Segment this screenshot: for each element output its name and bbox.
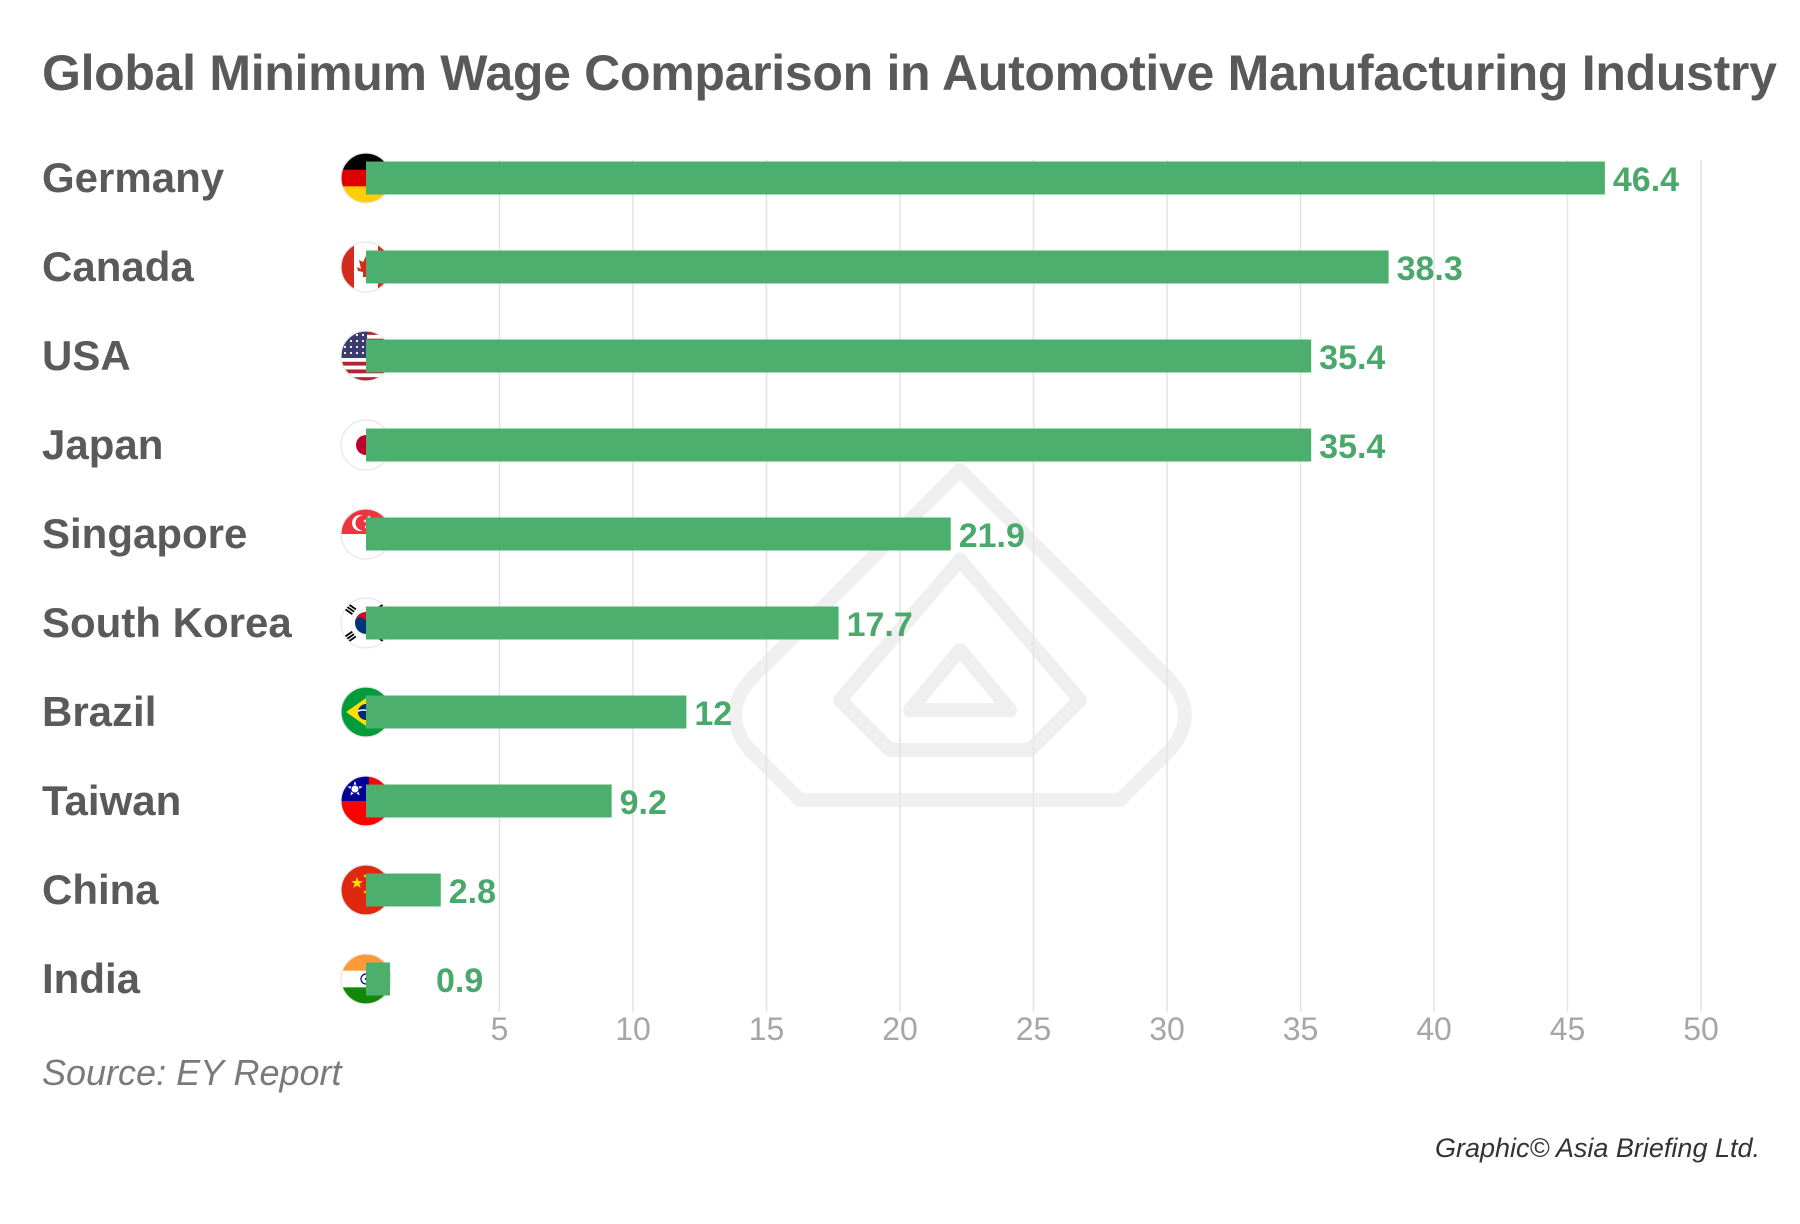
bar bbox=[366, 695, 687, 729]
x-tick-label: 35 bbox=[1283, 1011, 1319, 1047]
value-label: 35.4 bbox=[1319, 339, 1385, 377]
category-label: Japan bbox=[42, 421, 163, 468]
value-label: 12 bbox=[694, 695, 732, 733]
category-label: Taiwan bbox=[42, 777, 181, 824]
category-label: Singapore bbox=[42, 510, 247, 557]
category-label: South Korea bbox=[42, 599, 292, 646]
value-label: 46.4 bbox=[1613, 161, 1679, 199]
value-label: 9.2 bbox=[620, 784, 667, 822]
bar bbox=[366, 161, 1605, 195]
category-label: India bbox=[42, 955, 141, 1002]
bar bbox=[366, 428, 1312, 462]
bars bbox=[366, 161, 1605, 996]
x-tick-label: 30 bbox=[1149, 1011, 1185, 1047]
x-tick-label: 50 bbox=[1683, 1011, 1719, 1047]
value-label: 21.9 bbox=[959, 517, 1025, 555]
bar bbox=[366, 784, 612, 818]
value-label: 2.8 bbox=[449, 873, 496, 911]
bar bbox=[366, 250, 1389, 284]
bar bbox=[366, 873, 441, 907]
x-tick-label: 5 bbox=[491, 1011, 509, 1047]
value-label: 17.7 bbox=[847, 606, 913, 644]
labels: Germany 46.4 Canada 38.3 USA 35.4 Japan 35.4 Sin… bbox=[42, 154, 1679, 1002]
value-label: 0.9 bbox=[436, 962, 483, 1000]
category-label: Canada bbox=[42, 243, 194, 290]
category-label: Brazil bbox=[42, 688, 156, 735]
bar bbox=[366, 962, 391, 996]
x-tick-label: 40 bbox=[1416, 1011, 1452, 1047]
value-label: 38.3 bbox=[1397, 250, 1463, 288]
category-label: Germany bbox=[42, 154, 225, 201]
gridlines bbox=[498, 160, 1702, 1012]
x-tick-label: 45 bbox=[1550, 1011, 1586, 1047]
bar bbox=[366, 339, 1312, 373]
x-tick-label: 10 bbox=[615, 1011, 651, 1047]
graphic-credit: Graphic© Asia Briefing Ltd. bbox=[1434, 1133, 1760, 1163]
bar bbox=[366, 517, 951, 551]
value-label: 35.4 bbox=[1319, 428, 1385, 466]
category-label: USA bbox=[42, 332, 131, 379]
x-tick-label: 15 bbox=[749, 1011, 785, 1047]
x-axis-ticks: 5 10 15 20 25 30 35 40 45 50 bbox=[491, 1011, 1719, 1047]
category-label: China bbox=[42, 866, 159, 913]
chart-title: Global Minimum Wage Comparison in Automo… bbox=[42, 45, 1777, 101]
bar bbox=[366, 606, 839, 640]
x-tick-label: 20 bbox=[882, 1011, 918, 1047]
x-tick-label: 25 bbox=[1016, 1011, 1052, 1047]
watermark-logo bbox=[728, 463, 1192, 807]
source-note: Source: EY Report bbox=[42, 1052, 342, 1093]
